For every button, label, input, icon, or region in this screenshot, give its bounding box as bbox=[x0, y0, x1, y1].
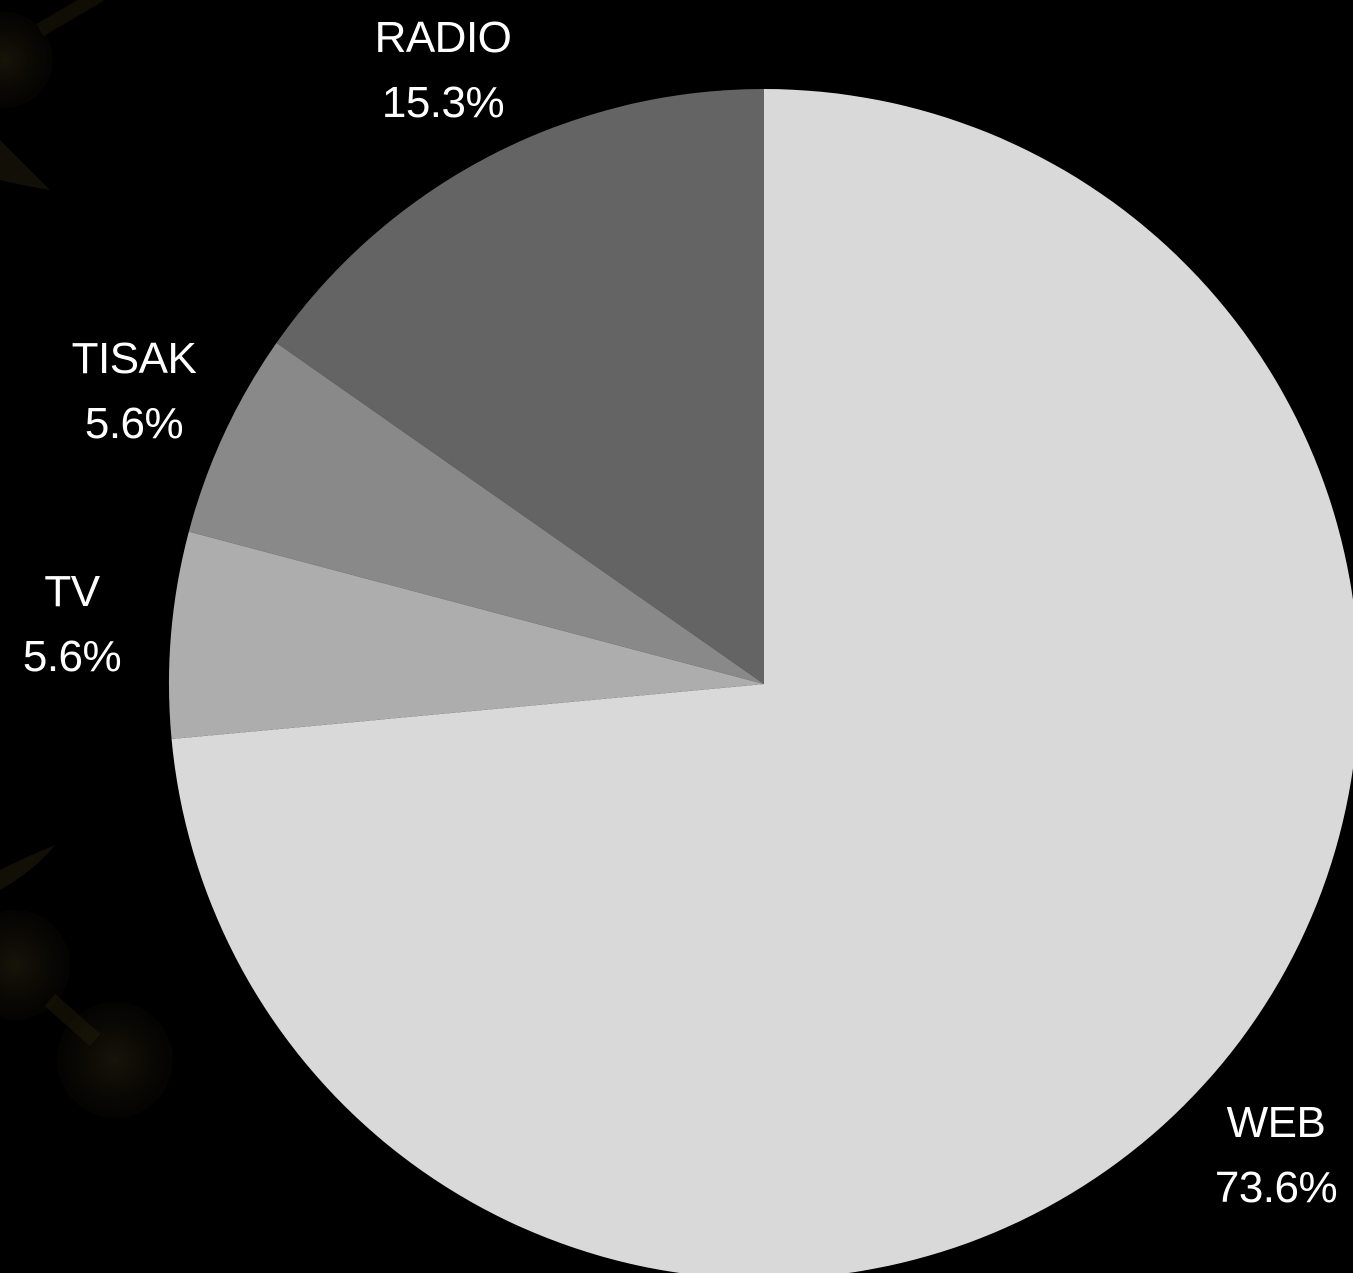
background-molecule-decoration bbox=[0, 0, 173, 1118]
slice-label-radio: RADIO bbox=[375, 13, 512, 62]
pie-labels: WEB 73.6% TV 5.6% TISAK 5.6% RADIO 15.3% bbox=[23, 13, 1338, 1212]
slice-label-tv: TV bbox=[44, 567, 100, 616]
pie-slice-tv bbox=[169, 531, 764, 740]
slice-value-label-radio: 15.3% bbox=[382, 78, 504, 127]
pie-slices bbox=[169, 89, 1353, 1273]
pie-slice-tisak bbox=[188, 342, 764, 684]
slice-value-label-tisak: 5.6% bbox=[85, 399, 183, 448]
slice-label-web: WEB bbox=[1227, 1098, 1326, 1147]
slice-value-label-tv: 5.6% bbox=[23, 632, 121, 681]
pie-slice-radio bbox=[276, 89, 764, 684]
pie-slice-web bbox=[171, 89, 1353, 1273]
slice-value-label-web: 73.6% bbox=[1215, 1163, 1337, 1212]
slice-label-tisak: TISAK bbox=[72, 334, 197, 383]
